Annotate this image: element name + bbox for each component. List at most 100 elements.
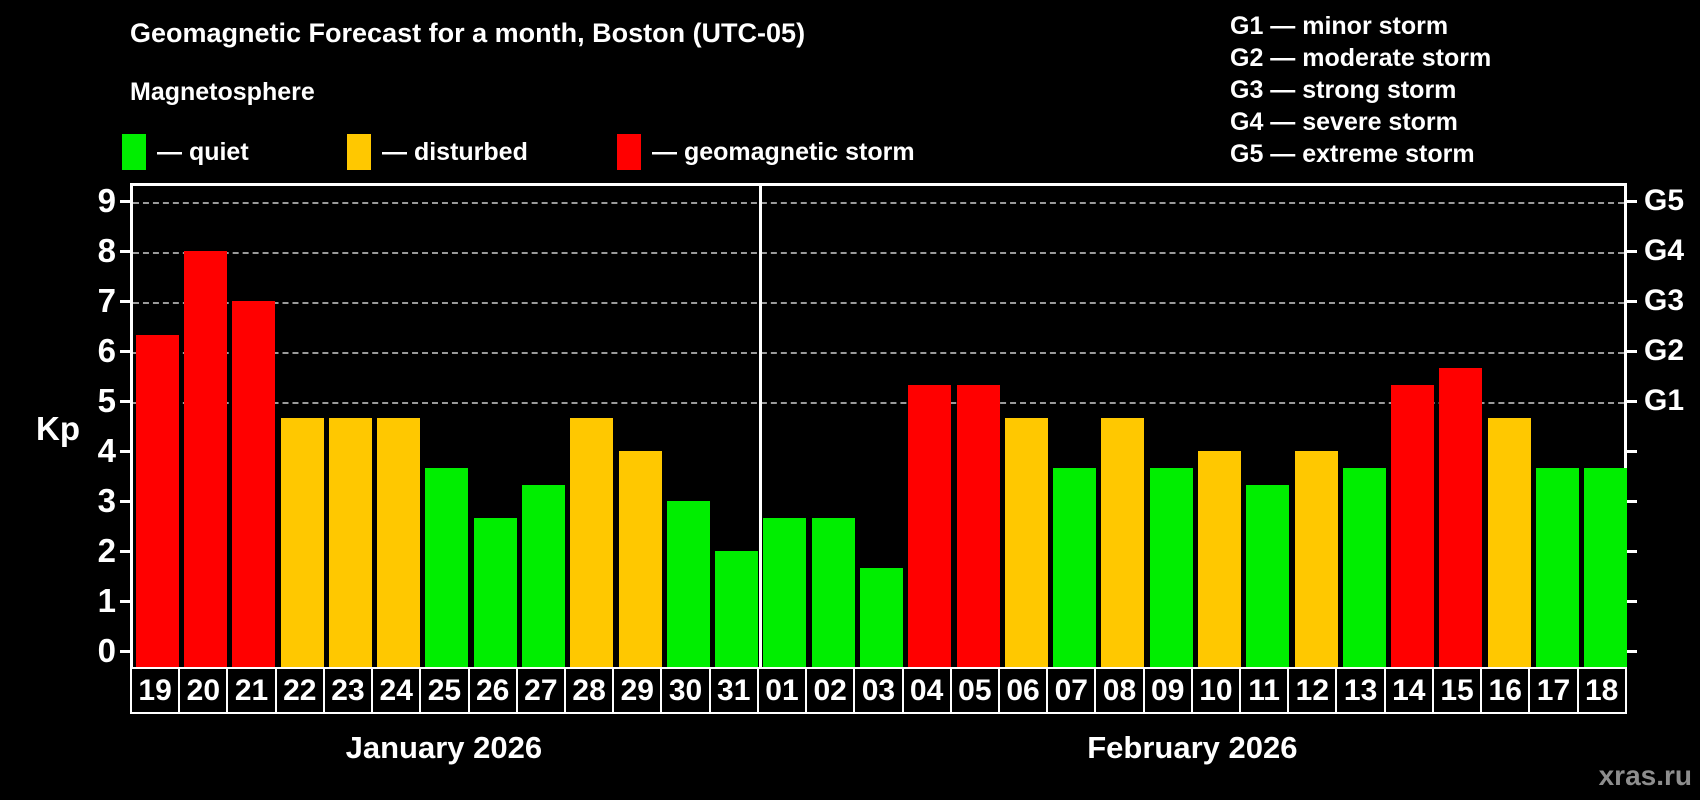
y-tick-right-4 bbox=[1627, 449, 1637, 453]
legend-swatch-disturbed-icon bbox=[347, 134, 371, 170]
kp-bar-day-18 bbox=[1584, 467, 1628, 667]
gridline-kp6 bbox=[133, 352, 1624, 354]
kp-bar-day-23 bbox=[328, 417, 372, 667]
gridline-kp7 bbox=[133, 302, 1624, 304]
y-tick-left-1 bbox=[120, 599, 130, 603]
y-tick-label-5: 5 bbox=[97, 382, 116, 419]
day-label-29: 29 bbox=[612, 669, 661, 712]
g-legend-line-3: G3 — strong storm bbox=[1230, 76, 1457, 104]
y-tick-label-6: 6 bbox=[97, 332, 116, 369]
day-label-04: 04 bbox=[901, 669, 950, 712]
g-level-label-G3: G3 bbox=[1644, 284, 1685, 317]
kp-bar-day-03 bbox=[860, 567, 903, 667]
day-label-16: 16 bbox=[1480, 669, 1529, 712]
kp-bar-day-11 bbox=[1246, 484, 1290, 667]
legend-swatch-quiet-icon bbox=[122, 134, 146, 170]
day-label-31: 31 bbox=[708, 669, 757, 712]
day-label-07: 07 bbox=[1046, 669, 1095, 712]
day-label-27: 27 bbox=[515, 669, 564, 712]
day-label-23: 23 bbox=[322, 669, 372, 712]
g-level-label-G5: G5 bbox=[1644, 184, 1685, 217]
y-tick-right-9 bbox=[1627, 199, 1637, 203]
y-tick-right-6 bbox=[1627, 349, 1637, 353]
day-label-15: 15 bbox=[1431, 669, 1481, 712]
kp-bar-day-20 bbox=[183, 251, 227, 667]
kp-bar-day-13 bbox=[1342, 467, 1386, 667]
chart-subtitle: Magnetosphere bbox=[130, 78, 315, 106]
g-legend-line-5: G5 — extreme storm bbox=[1230, 140, 1475, 168]
day-label-12: 12 bbox=[1287, 669, 1336, 712]
gridline-kp5 bbox=[133, 402, 1624, 404]
g-legend-line-1: G1 — minor storm bbox=[1230, 12, 1449, 40]
kp-bar-day-15 bbox=[1439, 367, 1483, 667]
legend-item-quiet: — quiet bbox=[122, 134, 249, 170]
y-tick-label-7: 7 bbox=[97, 282, 116, 319]
kp-bar-day-07 bbox=[1053, 467, 1097, 667]
kp-bar-day-14 bbox=[1391, 384, 1435, 667]
kp-bar-day-29 bbox=[618, 451, 662, 667]
month-label-february: February 2026 bbox=[1087, 730, 1298, 765]
day-label-13: 13 bbox=[1335, 669, 1384, 712]
gridline-kp8 bbox=[133, 252, 1624, 254]
day-label-22: 22 bbox=[274, 669, 323, 712]
kp-bar-day-16 bbox=[1487, 417, 1531, 667]
day-label-19: 19 bbox=[132, 669, 179, 712]
kp-bar-day-21 bbox=[232, 301, 276, 667]
kp-bar-day-27 bbox=[521, 484, 565, 667]
kp-bar-day-31 bbox=[715, 551, 759, 667]
legend-label-storm: — geomagnetic storm bbox=[652, 137, 915, 166]
kp-bar-day-09 bbox=[1149, 467, 1193, 667]
day-label-25: 25 bbox=[419, 669, 468, 712]
kp-bar-day-06 bbox=[1004, 417, 1048, 667]
day-label-20: 20 bbox=[178, 669, 227, 712]
y-tick-label-1: 1 bbox=[97, 582, 116, 619]
kp-bar-day-19 bbox=[135, 334, 179, 667]
day-label-11: 11 bbox=[1239, 669, 1288, 712]
kp-bar-day-22 bbox=[280, 417, 324, 667]
day-label-24: 24 bbox=[371, 669, 420, 712]
g-level-label-G1: G1 bbox=[1644, 384, 1685, 417]
day-label-06: 06 bbox=[997, 669, 1047, 712]
kp-bar-day-30 bbox=[666, 501, 710, 667]
y-tick-label-9: 9 bbox=[97, 182, 116, 219]
chart-title: Geomagnetic Forecast for a month, Boston… bbox=[130, 18, 806, 48]
day-label-05: 05 bbox=[949, 669, 998, 712]
legend-item-storm: — geomagnetic storm bbox=[617, 134, 915, 170]
day-label-02: 02 bbox=[805, 669, 854, 712]
kp-bar-day-25 bbox=[425, 467, 469, 667]
g-level-label-G2: G2 bbox=[1644, 334, 1685, 367]
y-tick-right-0 bbox=[1627, 649, 1637, 653]
legend-label-quiet: — quiet bbox=[157, 137, 249, 166]
g-scale-legend: G1 — minor storm G2 — moderate storm G3 — … bbox=[1230, 10, 1491, 170]
y-tick-left-0 bbox=[120, 649, 130, 653]
gridline-kp9 bbox=[133, 202, 1624, 204]
g-legend-line-2: G2 — moderate storm bbox=[1230, 44, 1492, 72]
plot-area bbox=[130, 183, 1628, 667]
y-tick-right-2 bbox=[1627, 549, 1637, 553]
y-tick-right-8 bbox=[1627, 249, 1637, 253]
watermark: xras.ru bbox=[1598, 760, 1692, 791]
y-tick-left-6 bbox=[120, 349, 130, 353]
y-tick-right-7 bbox=[1627, 299, 1637, 303]
day-label-03: 03 bbox=[853, 669, 902, 712]
legend-swatch-storm-icon bbox=[617, 134, 641, 170]
y-tick-label-4: 4 bbox=[97, 432, 116, 469]
day-label-row: 19 20 21 22 23 24 25 26 27 28 29 30 31 01 02 03 04 05 06 07… bbox=[130, 667, 1627, 714]
y-tick-left-9 bbox=[120, 199, 130, 203]
y-tick-right-3 bbox=[1627, 499, 1637, 503]
y-tick-label-2: 2 bbox=[97, 532, 116, 569]
y-tick-left-4 bbox=[120, 449, 130, 453]
y-tick-left-3 bbox=[120, 499, 130, 503]
y-tick-label-3: 3 bbox=[97, 482, 116, 519]
kp-bar-day-28 bbox=[570, 417, 614, 667]
day-label-10: 10 bbox=[1190, 669, 1240, 712]
day-label-01: 01 bbox=[756, 669, 806, 712]
kp-bar-day-08 bbox=[1101, 417, 1145, 667]
day-label-28: 28 bbox=[563, 669, 613, 712]
day-label-21: 21 bbox=[226, 669, 275, 712]
y-axis-title: Kp bbox=[36, 410, 80, 447]
month-separator-line bbox=[759, 186, 763, 667]
kp-bar-day-05 bbox=[956, 384, 1000, 667]
day-label-17: 17 bbox=[1528, 669, 1577, 712]
day-label-08: 08 bbox=[1094, 669, 1143, 712]
